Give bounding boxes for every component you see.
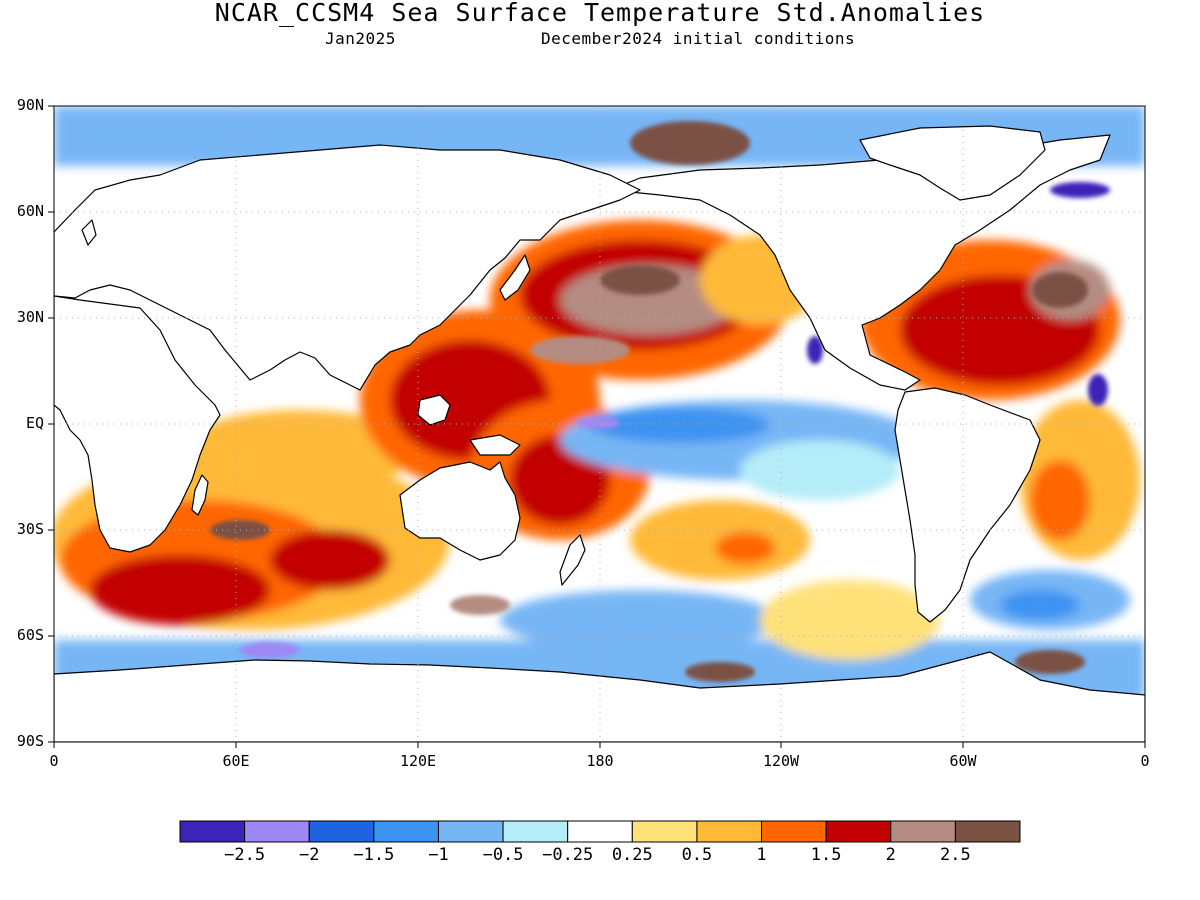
africa — [54, 295, 221, 553]
lat-tick-label-90s: 90S — [16, 732, 44, 750]
gridlines — [54, 106, 1145, 742]
colorbar-swatch-9 — [761, 820, 827, 843]
uk — [81, 219, 97, 246]
figure-title: NCAR_CCSM4 Sea Surface Temperature Std.A… — [214, 0, 986, 27]
colorbar — [179, 820, 1021, 843]
colorbar-swatch-10 — [825, 820, 892, 843]
lon-tick-label-0-east: 0 — [1140, 752, 1150, 770]
colorbar-level-label-1: −2 — [298, 845, 320, 865]
lon-tick-label-180: 180 — [586, 752, 614, 770]
australia — [399, 461, 521, 561]
colorbar-swatch-3 — [373, 820, 439, 843]
colorbar-level-label-11: 2.5 — [940, 845, 971, 865]
borneo — [417, 394, 451, 426]
new-guinea — [469, 434, 521, 456]
continents — [54, 125, 1145, 742]
colorbar-level-label-3: −1 — [428, 845, 449, 865]
new-zealand — [559, 534, 586, 586]
lon-tick-label-60e: 60E — [222, 752, 250, 770]
colorbar-swatch-11 — [890, 820, 956, 843]
colorbar-swatch-0 — [179, 820, 246, 843]
colorbar-level-label-10: 2 — [885, 845, 896, 865]
colorbar-swatch-7 — [631, 820, 698, 843]
anomaly-field — [54, 106, 1145, 742]
south-america — [894, 387, 1041, 623]
lat-tick-label-60n: 60N — [16, 202, 44, 220]
colorbar-swatch-2 — [308, 820, 375, 843]
lat-tick-label-30s: 30S — [16, 520, 44, 538]
initial-conditions-label: December2024 initial conditions — [541, 29, 856, 48]
valid-month-label: Jan2025 — [325, 29, 396, 48]
colorbar-level-label-4: −0.5 — [482, 845, 524, 865]
lon-tick-label-120e: 120E — [399, 752, 437, 770]
lat-tick-label-90n: 90N — [16, 96, 44, 114]
colorbar-swatch-8 — [696, 820, 763, 843]
lon-tick-label-120w: 120W — [762, 752, 800, 770]
madagascar — [191, 474, 209, 516]
colorbar-swatch-4 — [437, 820, 504, 843]
colorbar-level-label-2: −1.5 — [353, 845, 395, 865]
japan — [499, 254, 531, 301]
colorbar-swatch-12 — [954, 820, 1021, 843]
colorbar-level-label-9: 1.5 — [810, 845, 842, 865]
colorbar-level-label-6: 0.25 — [611, 845, 653, 865]
tick-marks — [48, 105, 1146, 748]
colorbar-swatch-5 — [502, 820, 569, 843]
lat-tick-label-30n: 30N — [16, 308, 44, 326]
greenland — [859, 125, 1046, 201]
lon-tick-label-60w: 60W — [949, 752, 977, 770]
colorbar-level-label-7: 0.5 — [681, 845, 713, 865]
colorbar-level-label-8: 1 — [756, 845, 767, 865]
colorbar-swatch-1 — [244, 820, 310, 843]
lon-tick-label-0-west: 0 — [49, 752, 59, 770]
lat-tick-label-60s: 60S — [16, 626, 44, 644]
colorbar-level-label-5: −0.25 — [542, 845, 594, 865]
antarctica — [54, 651, 1145, 742]
colorbar-level-label-0: −2.5 — [224, 845, 266, 865]
lat-tick-label-eq: EQ — [25, 414, 44, 432]
colorbar-swatch-6 — [567, 820, 633, 843]
